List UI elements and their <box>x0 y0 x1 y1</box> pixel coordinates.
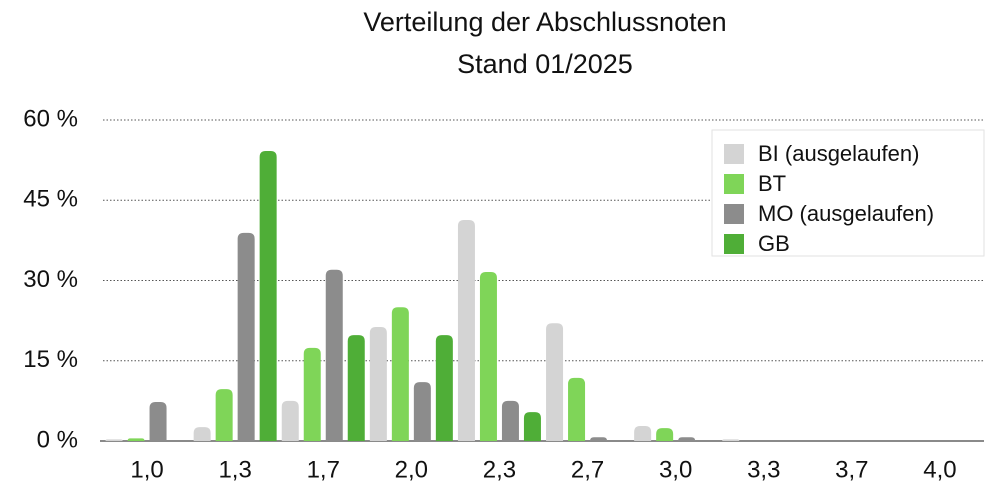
x-tick-label: 1,7 <box>307 456 340 483</box>
bar <box>347 335 365 441</box>
y-tick-label: 0 % <box>37 426 78 453</box>
bar <box>413 382 431 441</box>
bar <box>259 151 277 441</box>
bar <box>303 347 321 441</box>
chart-subtitle: Stand 01/2025 <box>457 49 633 79</box>
legend-swatch <box>724 204 744 224</box>
bar <box>678 437 696 441</box>
bar <box>105 439 123 441</box>
bar <box>479 271 497 441</box>
bar <box>656 428 674 441</box>
bar <box>523 412 541 441</box>
bar <box>634 426 652 441</box>
bar <box>568 377 586 441</box>
bar <box>149 401 167 441</box>
x-tick-label: 4,0 <box>923 456 956 483</box>
x-tick-label: 1,0 <box>130 456 163 483</box>
x-tick-label: 2,3 <box>483 456 516 483</box>
chart-title: Verteilung der Abschlussnoten <box>363 7 726 37</box>
legend-label: MO (ausgelaufen) <box>758 201 934 226</box>
x-tick-label: 3,3 <box>747 456 780 483</box>
bar <box>193 427 211 441</box>
x-tick-label: 2,7 <box>571 456 604 483</box>
bar <box>391 307 409 441</box>
legend-swatch <box>724 144 744 164</box>
bar <box>127 438 145 441</box>
bar <box>501 400 519 441</box>
bar <box>457 220 475 441</box>
bar <box>281 400 299 441</box>
bar <box>215 389 233 441</box>
legend-label: BI (ausgelaufen) <box>758 141 919 166</box>
bar <box>325 269 343 441</box>
x-tick-label: 1,3 <box>218 456 251 483</box>
x-tick-label: 3,0 <box>659 456 692 483</box>
bar <box>237 232 255 441</box>
legend-swatch <box>724 234 744 254</box>
legend-label: GB <box>758 231 790 256</box>
bar <box>722 439 740 441</box>
y-tick-label: 30 % <box>23 266 78 293</box>
y-tick-label: 60 % <box>23 105 78 132</box>
y-tick-label: 45 % <box>23 186 78 213</box>
legend-swatch <box>724 174 744 194</box>
legend-label: BT <box>758 171 786 196</box>
y-tick-label: 15 % <box>23 346 78 373</box>
legend-box <box>711 129 985 257</box>
x-tick-label: 2,0 <box>395 456 428 483</box>
bar <box>590 437 608 441</box>
x-tick-label: 3,7 <box>835 456 868 483</box>
bar <box>546 323 564 441</box>
bar <box>369 327 387 441</box>
bar <box>435 335 453 441</box>
